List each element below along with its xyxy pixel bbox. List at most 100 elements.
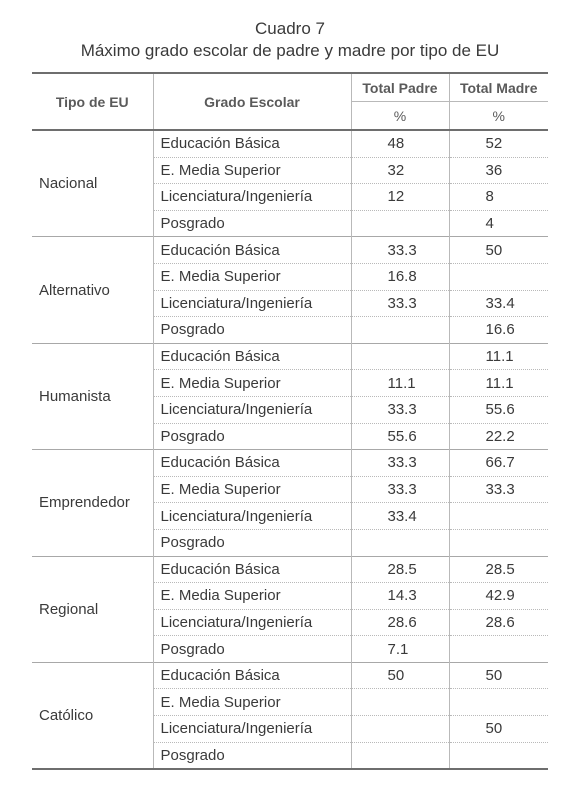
cell-padre: 14.3 (351, 582, 450, 610)
cell-grado: Licenciatura/Ingeniería (153, 395, 352, 424)
cell-padre (351, 741, 450, 770)
cell-madre (449, 528, 548, 556)
cell-padre: 28.6 (351, 608, 450, 636)
cell-grado: Licenciatura/Ingeniería (153, 183, 352, 211)
cell-madre: 55.6 (449, 395, 548, 424)
cell-madre: 22.2 (449, 422, 548, 450)
cell-padre: 33.3 (351, 236, 450, 264)
header-unit-padre: % (351, 101, 450, 130)
cell-madre (449, 688, 548, 716)
cell-madre: 28.6 (449, 608, 548, 636)
cell-grado: Posgrado (153, 422, 352, 450)
header-madre: Total Madre (459, 79, 538, 96)
table-row: Alternativo Educación Básica 33.3 50 (32, 236, 548, 344)
education-table: Tipo de EU Grado Escolar Total Padre Tot… (32, 72, 548, 770)
cell-madre: 16.6 (449, 316, 548, 344)
cell-padre: 32 (351, 156, 450, 184)
table-row: Regional Educación Básica 28.5 28.5 (32, 556, 548, 663)
cell-grado: Educación Básica (153, 662, 352, 689)
table-row: Nacional Educación Básica 48 52 (32, 130, 548, 237)
cell-padre (351, 688, 450, 716)
cell-grado: Posgrado (153, 741, 352, 770)
cell-madre: 11.1 (485, 348, 514, 366)
table-row: Licenciatura/Ingeniería 33.4 (32, 502, 548, 530)
header-grado: Grado Escolar (153, 73, 352, 130)
table-row: Humanista Educación Básica 11.1 (32, 343, 548, 450)
cell-tipo: Humanista (32, 343, 154, 450)
cell-padre (351, 209, 450, 237)
table-row: Posgrado 16.6 (32, 316, 548, 344)
cell-madre: 50 (485, 241, 503, 259)
table-row: Licenciatura/Ingeniería 33.3 33.4 (32, 289, 548, 317)
cell-grado: Licenciatura/Ingeniería (153, 502, 352, 530)
cell-madre (449, 741, 548, 770)
cell-grado: E. Media Superior (153, 369, 352, 397)
table-row: E. Media Superior (32, 688, 548, 716)
cell-grado: Posgrado (153, 209, 352, 237)
cell-madre: 33.3 (449, 475, 548, 503)
cell-grado: Educación Básica (153, 556, 352, 583)
table-row: E. Media Superior 33.3 33.3 (32, 475, 548, 503)
cell-padre: 33.4 (351, 502, 450, 530)
cell-madre (449, 502, 548, 530)
cell-tipo: Alternativo (32, 236, 154, 344)
table-row: Católico Educación Básica 50 50 (32, 662, 548, 770)
cell-madre: 52 (485, 135, 503, 153)
cell-madre: 50 (485, 667, 503, 685)
table-group: Alternativo Educación Básica 33.3 50 E. Medi… (32, 236, 548, 344)
cell-grado: Educación Básica (153, 343, 352, 370)
cell-tipo: Emprendedor (32, 449, 154, 556)
header-unit-madre: % (449, 101, 548, 130)
cell-padre: 33.3 (351, 449, 450, 477)
cell-tipo: Regional (32, 556, 154, 663)
cell-grado: Licenciatura/Ingeniería (153, 715, 352, 743)
table-group: Regional Educación Básica 28.5 28.5 E. Media… (32, 556, 548, 663)
table-caption-title: Máximo grado escolar de padre y madre po… (80, 41, 500, 60)
cell-grado: E. Media Superior (153, 582, 352, 610)
table-row: Posgrado 55.6 22.2 (32, 422, 548, 450)
header-tipo: Tipo de EU (32, 73, 154, 130)
table-header: Tipo de EU Grado Escolar Total Padre Tot… (32, 73, 548, 130)
table-row: Licenciatura/Ingeniería 33.3 55.6 (32, 395, 548, 424)
cell-padre (351, 316, 450, 344)
table-row: Licenciatura/Ingeniería 12 8 (32, 183, 548, 211)
cell-padre (351, 715, 450, 743)
table-group: Nacional Educación Básica 48 52 E. Media Sup… (32, 130, 548, 237)
cell-padre: 16.8 (351, 262, 450, 291)
cell-madre: 36 (449, 156, 548, 184)
cell-grado: Posgrado (153, 528, 352, 556)
table-group: Humanista Educación Básica 11.1 E. Media Su… (32, 343, 548, 450)
table-row: Licenciatura/Ingeniería 50 (32, 715, 548, 743)
table-row: Emprendedor Educación Básica 33.3 66.7 (32, 449, 548, 556)
cell-tipo: Católico (32, 662, 154, 770)
cell-madre: 28.5 (485, 560, 515, 578)
cell-madre: 66.7 (485, 454, 515, 472)
cell-grado: Licenciatura/Ingeniería (153, 608, 352, 636)
table-row: E. Media Superior 11.1 11.1 (32, 369, 548, 397)
cell-padre: 33.3 (351, 475, 450, 503)
cell-padre: 33.3 (351, 289, 450, 317)
cell-padre (351, 528, 450, 556)
cell-grado: Educación Básica (153, 236, 352, 264)
cell-madre: 42.9 (449, 582, 548, 610)
cell-madre: 33.4 (449, 289, 548, 317)
cell-padre: 11.1 (351, 369, 450, 397)
cell-grado: Posgrado (153, 635, 352, 663)
table-row: Posgrado (32, 528, 548, 556)
cell-grado: Educación Básica (153, 449, 352, 477)
table-caption-number: Cuadro 7 (255, 19, 325, 38)
cell-madre: 50 (449, 715, 548, 743)
cell-padre: 55.6 (351, 422, 450, 450)
table-row: E. Media Superior 14.3 42.9 (32, 582, 548, 610)
cell-padre: 7.1 (351, 635, 450, 663)
cell-grado: Licenciatura/Ingeniería (153, 289, 352, 317)
cell-grado: E. Media Superior (153, 688, 352, 716)
header-padre: Total Padre (351, 73, 450, 102)
cell-padre: 50 (351, 662, 450, 689)
cell-grado: E. Media Superior (153, 262, 352, 291)
cell-padre (351, 343, 450, 370)
cell-madre: 11.1 (449, 369, 548, 397)
table-group: Católico Educación Básica 50 50 E. Media Sup… (32, 662, 548, 770)
table-row: Posgrado (32, 741, 548, 770)
cell-tipo: Nacional (32, 130, 154, 237)
